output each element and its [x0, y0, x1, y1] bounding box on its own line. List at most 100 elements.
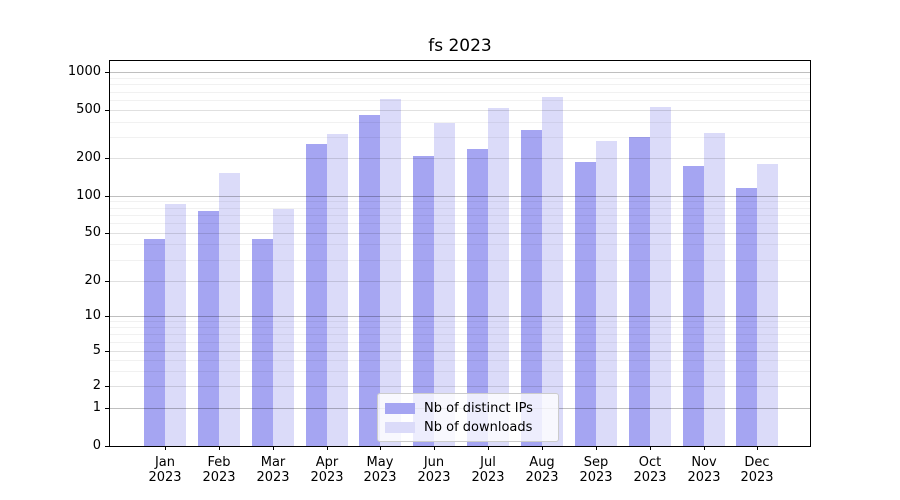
gridline-y-7 [110, 334, 810, 335]
bar-ips-dec [736, 187, 758, 446]
legend-item-downloads: Nb of downloads [385, 418, 551, 436]
gridline-y-900 [110, 78, 810, 79]
gridline-y-600 [110, 100, 810, 101]
y-tick-mark-2 [105, 386, 109, 387]
gridline-y-100 [110, 196, 810, 197]
y-tick-label-0: 0 [92, 438, 101, 453]
bar-ips-apr [305, 144, 327, 446]
ips-color-swatch [385, 402, 415, 414]
gridline-y-80 [110, 208, 810, 209]
y-tick-mark-10 [105, 316, 109, 317]
y-tick-mark-200 [105, 158, 109, 159]
x-tick-label-sep: Sep 2023 [579, 455, 613, 485]
bar-ips-aug [520, 129, 542, 446]
bar-ips-sep [574, 161, 596, 446]
bar-ips-may [359, 114, 381, 446]
x-tick-mark-oct [650, 446, 651, 450]
gridline-y-60 [110, 223, 810, 224]
plot-area [109, 60, 811, 447]
y-tick-label-50: 50 [84, 225, 101, 240]
gridline-y-1000 [110, 72, 810, 73]
bar-downloads-jan [165, 203, 186, 446]
gridline-y-400 [110, 122, 810, 123]
x-tick-mark-aug [542, 446, 543, 450]
y-tick-mark-5 [105, 351, 109, 352]
y-tick-mark-1000 [105, 72, 109, 73]
y-tick-label-1000: 1000 [67, 64, 101, 79]
bar-ips-feb [197, 211, 219, 446]
gridline-y-500 [110, 110, 810, 111]
y-tick-mark-50 [105, 233, 109, 234]
x-tick-label-jul: Jul 2023 [471, 455, 505, 485]
y-tick-mark-0 [105, 446, 109, 447]
downloads-color-swatch [385, 421, 415, 433]
bar-ips-jul [467, 149, 489, 446]
y-tick-label-100: 100 [76, 188, 101, 203]
x-tick-mark-mar [273, 446, 274, 450]
x-tick-label-nov: Nov 2023 [687, 455, 721, 485]
gridline-y-8 [110, 327, 810, 328]
gridline-y-2 [110, 386, 810, 387]
bar-ips-mar [251, 239, 273, 446]
gridline-y-4 [110, 360, 810, 361]
y-tick-mark-1 [105, 408, 109, 409]
gridline-y-9 [110, 321, 810, 322]
y-tick-mark-20 [105, 281, 109, 282]
chart-title: fs 2023 [428, 36, 492, 56]
x-tick-mark-may [380, 446, 381, 450]
gridline-y-800 [110, 84, 810, 85]
x-tick-label-jun: Jun 2023 [417, 455, 451, 485]
y-tick-label-1: 1 [92, 400, 101, 415]
gridline-y-200 [110, 158, 810, 159]
gridline-y-40 [110, 244, 810, 245]
y-tick-label-10: 10 [84, 308, 101, 323]
x-tick-label-feb: Feb 2023 [202, 455, 236, 485]
x-tick-mark-apr [327, 446, 328, 450]
bar-downloads-oct [649, 107, 671, 446]
bar-downloads-aug [541, 96, 563, 446]
gridline-y-90 [110, 201, 810, 202]
x-tick-label-jan: Jan 2023 [148, 455, 182, 485]
y-tick-mark-100 [105, 196, 109, 197]
bar-downloads-jun [434, 122, 456, 446]
y-tick-mark-500 [105, 110, 109, 111]
x-tick-label-mar: Mar 2023 [256, 455, 290, 485]
bar-ips-oct [628, 136, 650, 446]
x-tick-label-dec: Dec 2023 [740, 455, 774, 485]
x-tick-mark-sep [596, 446, 597, 450]
bar-downloads-apr [326, 133, 348, 446]
x-tick-label-apr: Apr 2023 [310, 455, 344, 485]
bar-ips-jun [413, 156, 435, 446]
bar-downloads-jul [488, 108, 510, 446]
gridline-y-10 [110, 316, 810, 317]
legend: Nb of distinct IPs Nb of downloads [377, 393, 559, 442]
bar-downloads-nov [703, 132, 725, 446]
bar-downloads-mar [272, 208, 294, 446]
x-tick-mark-dec [757, 446, 758, 450]
x-tick-mark-jul [488, 446, 489, 450]
x-tick-mark-jan [165, 446, 166, 450]
legend-item-distinct-ips: Nb of distinct IPs [385, 399, 551, 417]
gridline-y-70 [110, 215, 810, 216]
gridline-y-50 [110, 233, 810, 234]
x-tick-mark-nov [704, 446, 705, 450]
bar-ips-nov [682, 165, 704, 446]
legend-label: Nb of distinct IPs [424, 400, 533, 416]
gridline-y-3 [110, 371, 810, 372]
x-tick-label-aug: Aug 2023 [525, 455, 559, 485]
gridline-y-5 [110, 351, 810, 352]
bar-downloads-dec [757, 164, 779, 446]
y-tick-label-500: 500 [76, 102, 101, 117]
bar-downloads-may [380, 99, 402, 446]
x-tick-mark-feb [219, 446, 220, 450]
gridline-y-700 [110, 92, 810, 93]
y-tick-label-20: 20 [84, 273, 101, 288]
y-tick-label-2: 2 [92, 378, 101, 393]
x-tick-label-oct: Oct 2023 [633, 455, 667, 485]
legend-label: Nb of downloads [424, 419, 533, 435]
gridline-y-20 [110, 281, 810, 282]
gridline-y-30 [110, 260, 810, 261]
x-tick-mark-jun [434, 446, 435, 450]
bar-ips-jan [144, 239, 165, 446]
